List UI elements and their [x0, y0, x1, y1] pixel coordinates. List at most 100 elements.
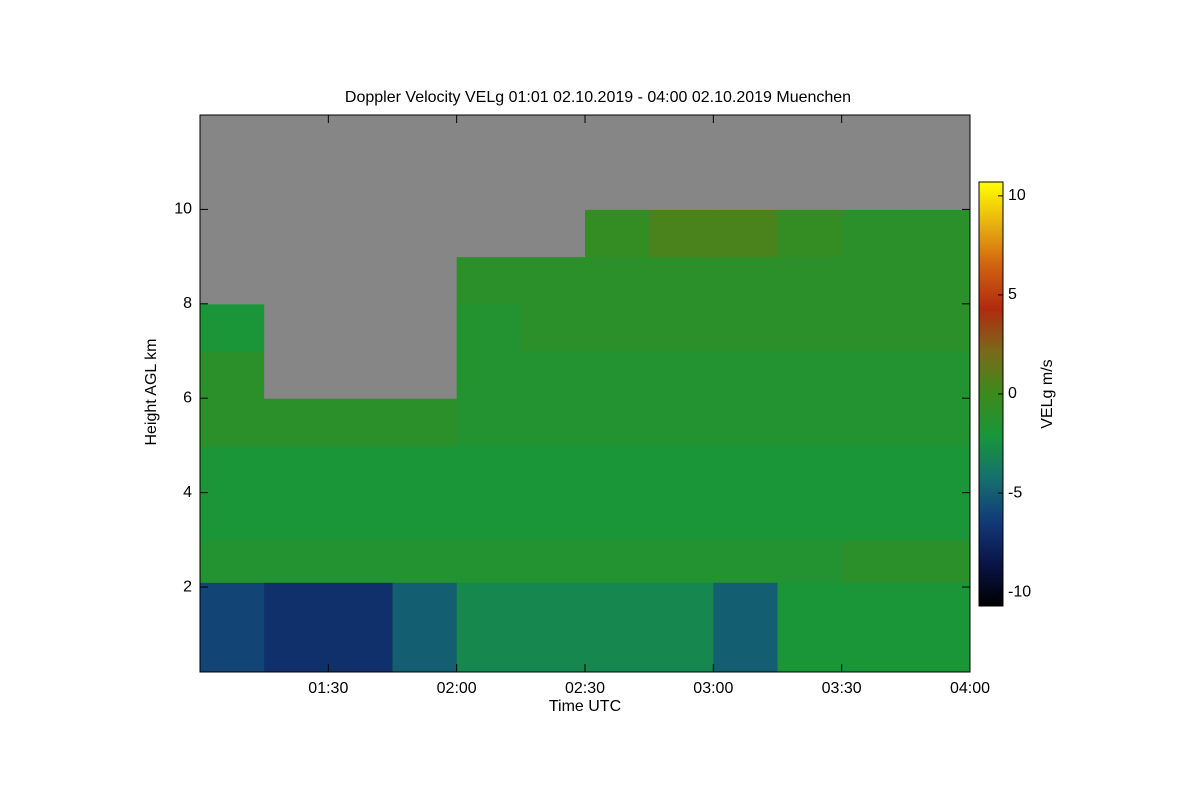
y-tick-label: 8 [183, 295, 192, 312]
heat-cell [264, 398, 329, 446]
heat-cell [777, 256, 843, 305]
colorbar-tick-label: -5 [1008, 484, 1022, 501]
heat-cell [777, 445, 843, 494]
heat-cell [264, 209, 329, 258]
heat-cell [520, 115, 586, 210]
y-tick-label: 6 [183, 389, 192, 406]
heat-cell [841, 539, 907, 583]
heat-cell [777, 209, 843, 258]
heat-cell [328, 492, 393, 541]
heat-cell [264, 582, 329, 673]
heat-cell [328, 256, 393, 305]
y-tick-label: 4 [183, 484, 192, 501]
heat-cell [585, 398, 650, 446]
heat-cell [520, 351, 586, 399]
heat-cell [520, 303, 586, 352]
heat-cell [841, 256, 907, 305]
heat-cell [328, 351, 393, 399]
heat-cell [649, 115, 714, 210]
heat-cell [392, 303, 458, 352]
heat-cell [200, 351, 265, 399]
heat-cell [328, 582, 393, 673]
heat-cell [777, 398, 843, 446]
x-tick-label: 03:00 [693, 680, 733, 697]
heat-cell [777, 582, 843, 673]
heat-cell [713, 115, 778, 210]
colorbar-tick-label: -10 [1008, 583, 1031, 600]
heat-cell [777, 539, 843, 583]
heat-cell [713, 582, 778, 673]
y-tick-label: 2 [183, 578, 192, 595]
heat-cell [264, 445, 329, 494]
heat-cell [264, 115, 329, 210]
x-tick-label: 02:30 [565, 680, 605, 697]
heat-cell [520, 209, 586, 258]
heat-cell [200, 209, 265, 258]
chart-title: Doppler Velocity VELg 01:01 02.10.2019 -… [345, 89, 851, 106]
heat-cell [264, 351, 329, 399]
heat-cell [456, 209, 522, 258]
heat-cell [713, 256, 778, 305]
heat-cell [392, 582, 458, 673]
heat-cell [713, 351, 778, 399]
heat-cell [456, 582, 522, 673]
heat-cell [200, 445, 265, 494]
heat-cell [649, 303, 714, 352]
heat-cell [841, 209, 907, 258]
heat-cell [392, 539, 458, 583]
heat-cell [264, 303, 329, 352]
heat-cell [392, 445, 458, 494]
heat-cell [200, 582, 265, 673]
heat-cell [777, 115, 843, 210]
colorbar-tick-label: 0 [1008, 385, 1017, 402]
x-axis-label: Time UTC [549, 698, 621, 715]
heat-cell [905, 582, 971, 673]
heat-cell [456, 351, 522, 399]
heat-cell [328, 303, 393, 352]
x-tick-label: 01:30 [308, 680, 348, 697]
heat-cell [264, 256, 329, 305]
heat-cell [328, 539, 393, 583]
heat-cell [585, 209, 650, 258]
heat-cell [905, 539, 971, 583]
heat-cell [328, 115, 393, 210]
heat-cell [649, 351, 714, 399]
heat-cell [841, 582, 907, 673]
heat-cell [456, 539, 522, 583]
heat-cell [585, 256, 650, 305]
heat-cell [713, 303, 778, 352]
heat-cell [649, 398, 714, 446]
heat-cell [200, 492, 265, 541]
x-tick-label: 03:30 [822, 680, 862, 697]
heat-cell [905, 492, 971, 541]
x-tick-label: 04:00 [950, 680, 990, 697]
colorbar-tick-label: 10 [1008, 187, 1026, 204]
heat-cell [200, 539, 265, 583]
heat-cell [520, 445, 586, 494]
heat-cell [905, 445, 971, 494]
heat-cell [585, 539, 650, 583]
heat-cell [585, 115, 650, 210]
heat-cell [585, 492, 650, 541]
heat-cell [905, 303, 971, 352]
heat-cell [905, 209, 971, 258]
heat-cell [777, 492, 843, 541]
heat-cell [520, 539, 586, 583]
heat-cell [649, 209, 714, 258]
heat-cell [200, 256, 265, 305]
heat-cell [777, 303, 843, 352]
heat-cell [777, 351, 843, 399]
heat-cell [392, 351, 458, 399]
heat-cell [264, 539, 329, 583]
heat-cell [520, 256, 586, 305]
heat-cell [456, 445, 522, 494]
heat-cell [456, 115, 522, 210]
heat-cell [905, 398, 971, 446]
heat-cell [905, 115, 971, 210]
heat-cell [649, 445, 714, 494]
heat-cell [713, 492, 778, 541]
heat-cell [649, 256, 714, 305]
heat-cell [328, 445, 393, 494]
heat-cell [905, 256, 971, 305]
